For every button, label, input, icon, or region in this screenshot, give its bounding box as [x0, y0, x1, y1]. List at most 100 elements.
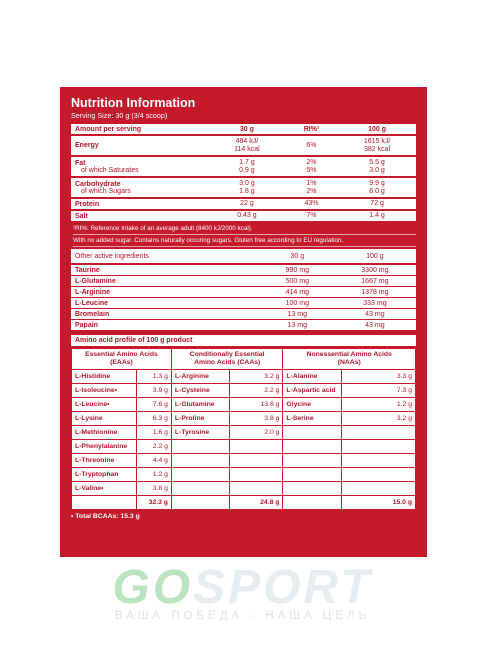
logo-tagline: ВАША ПОБЕДА - НАША ЦЕЛЬ: [114, 610, 371, 622]
active-cell: Taurine: [75, 266, 100, 274]
amino-name: L-Arginine: [170, 369, 231, 384]
active-cell: 13 mg: [287, 310, 308, 318]
amino-name: L-Lysine: [70, 411, 138, 426]
amino-row: L-Tryptophan 1.2 g: [70, 467, 417, 482]
amino-row: L-Phenylalanine 2.2 g: [70, 439, 417, 454]
amino-amount: 7.6 g: [136, 397, 172, 412]
amino-row: L-Histidine 1.3 g L-Arginine 3.2 g L-Alanine…: [70, 369, 417, 384]
active-row: L-Glutamine 500 mg 1667 mg: [71, 275, 416, 287]
amino-header-row: Essential Amino Acids (EAAs) Conditionall…: [71, 348, 416, 370]
amino-column-header: Nonessential Amino Acids (NAAs): [282, 348, 416, 370]
sugar-note: With no added sugar. Contains naturally …: [73, 235, 416, 247]
amino-name: [170, 467, 231, 482]
nutrition-table: Amount per serving 30 g RI%¹ 100 g Energy 484…: [71, 124, 416, 221]
amino-name: [170, 481, 231, 496]
nutrient-label: Carbohydrate of which Sugars: [71, 178, 209, 197]
nutrition-row: Protein 22 g 43% 72 g: [71, 199, 416, 209]
nutrient-name: Carbohydrate: [75, 180, 121, 188]
active-cell: 43 mg: [365, 310, 385, 318]
active-cell: 1378 mg: [361, 288, 389, 296]
amino-amount: 3.3 g: [340, 369, 417, 384]
amino-amount: 3.9 g: [136, 383, 172, 398]
nutrient-label: Fat of which Saturates: [71, 157, 209, 176]
nutrient-value: 22 g: [240, 200, 254, 207]
nutrient-value: 7%: [306, 212, 317, 219]
nutrition-label-panel: Nutrition Information Serving Size: 30 g…: [60, 87, 427, 557]
amino-name: L-Aspartic acid: [282, 383, 342, 398]
active-cell: 13 mg: [287, 321, 308, 329]
bcaa-total: • Total BCAAs: 15.3 g: [71, 513, 140, 520]
amino-amount: [229, 453, 284, 468]
active-cell: L-Leucine: [75, 299, 109, 307]
amino-amount: 2.2 g: [229, 383, 284, 398]
amino-name: [282, 425, 342, 440]
serving-size: Serving Size: 30 g (3/4 scoop): [71, 111, 168, 120]
amino-name: [170, 439, 231, 454]
nutrition-row: Carbohydrate of which Sugars 3.0 g 1.8 g 1%…: [71, 178, 416, 197]
amino-name: L-Leucine•: [70, 397, 138, 412]
nutrition-header-cell: RI%¹: [303, 125, 320, 133]
nutrient-value: 2% 5%: [306, 158, 317, 174]
nutrient-label: Protein: [71, 199, 209, 209]
active-cell: 333 mg: [363, 299, 387, 307]
amino-total: 32.3 g: [136, 495, 172, 510]
amino-name: [282, 439, 342, 454]
amino-name: L-Tryptophan: [70, 467, 138, 482]
active-cell: 990 mg: [285, 266, 309, 274]
amino-amount: [340, 453, 417, 468]
active-cell: 500 mg: [285, 277, 309, 285]
logo-word-go: GO: [112, 561, 194, 614]
nutrition-row: Energy 484 kJ/ 114 kcal 6% 1615 kJ/ 382 kca…: [71, 136, 416, 155]
amino-name: L-Alanine: [282, 369, 342, 384]
nutrient-value: 72 g: [370, 200, 384, 207]
active-row: Bromelain 13 mg 43 mg: [71, 308, 416, 320]
nutrition-header-row: Amount per serving 30 g RI%¹ 100 g: [71, 124, 416, 134]
nutrient-value: 43%: [304, 200, 319, 207]
page-title: Nutrition Information: [71, 96, 196, 110]
nutrition-header-cell: Amount per serving: [75, 125, 142, 133]
active-header-cell: 30 g: [290, 252, 305, 260]
amino-name: [282, 481, 342, 496]
amino-amount: 4.4 g: [136, 453, 172, 468]
amino-name: L-Valine•: [70, 481, 138, 496]
nutrient-value: 484 kJ/ 114 kcal: [234, 137, 260, 153]
nutrient-name: Salt: [75, 212, 88, 220]
gosport-logo: GOSPORT ВАША ПОБЕДА - НАША ЦЕЛЬ: [0, 561, 485, 623]
amino-name: L-Histidine: [70, 369, 138, 384]
nutrient-name: Energy: [75, 142, 99, 149]
active-row: Taurine 990 mg 3300 mg: [71, 265, 416, 276]
amino-row: L-Lysine 6.3 g L-Proline 3.8 g L-Serine 3.2 g: [70, 411, 417, 426]
active-cell: 1667 mg: [361, 277, 389, 285]
amino-total-row: 32.3 g 24.8 g 15.0 g: [70, 495, 417, 510]
nutrient-value: 0.43 g: [237, 212, 257, 219]
amino-amount: 6.3 g: [136, 411, 172, 426]
amino-amount: 1.3 g: [136, 369, 172, 384]
amino-name: L-Methionine: [70, 425, 138, 440]
active-cell: L-Glutamine: [75, 277, 116, 285]
amino-amount: 3.8 g: [229, 411, 284, 426]
active-cell: Papain: [75, 321, 98, 329]
active-cell: 43 mg: [365, 321, 385, 329]
active-cell: Bromelain: [75, 310, 110, 318]
amino-amount: 2.2 g: [136, 439, 172, 454]
logo-word-sport: SPORT: [193, 561, 373, 614]
amino-name: L-Phenylalanine: [70, 439, 138, 454]
nutrient-label: Salt: [71, 211, 209, 221]
active-row: L-Arginine 414 mg 1378 mg: [71, 286, 416, 298]
nutrient-subname: of which Sugars: [81, 187, 131, 195]
active-header-cell: 100 g: [366, 252, 384, 260]
active-header-row: Other active ingredients 30 g 100 g: [71, 249, 416, 263]
amino-row: L-Threonine 4.4 g: [70, 453, 417, 468]
amino-table: Essential Amino Acids (EAAs) Conditionall…: [70, 348, 417, 510]
amino-amount: [229, 439, 284, 454]
amino-total: 15.0 g: [340, 495, 417, 510]
amino-amount: [340, 425, 417, 440]
active-cell: L-Arginine: [75, 288, 110, 296]
nutrient-name: Fat: [75, 159, 86, 167]
active-cell: 3300 mg: [361, 266, 389, 274]
nutrient-value: 3.0 g 1.8 g: [239, 179, 255, 195]
amino-column-header: Essential Amino Acids (EAAs): [71, 348, 172, 370]
amino-total: 24.8 g: [229, 495, 284, 510]
amino-amount: 3.2 g: [229, 369, 284, 384]
active-cell: 100 mg: [285, 299, 309, 307]
